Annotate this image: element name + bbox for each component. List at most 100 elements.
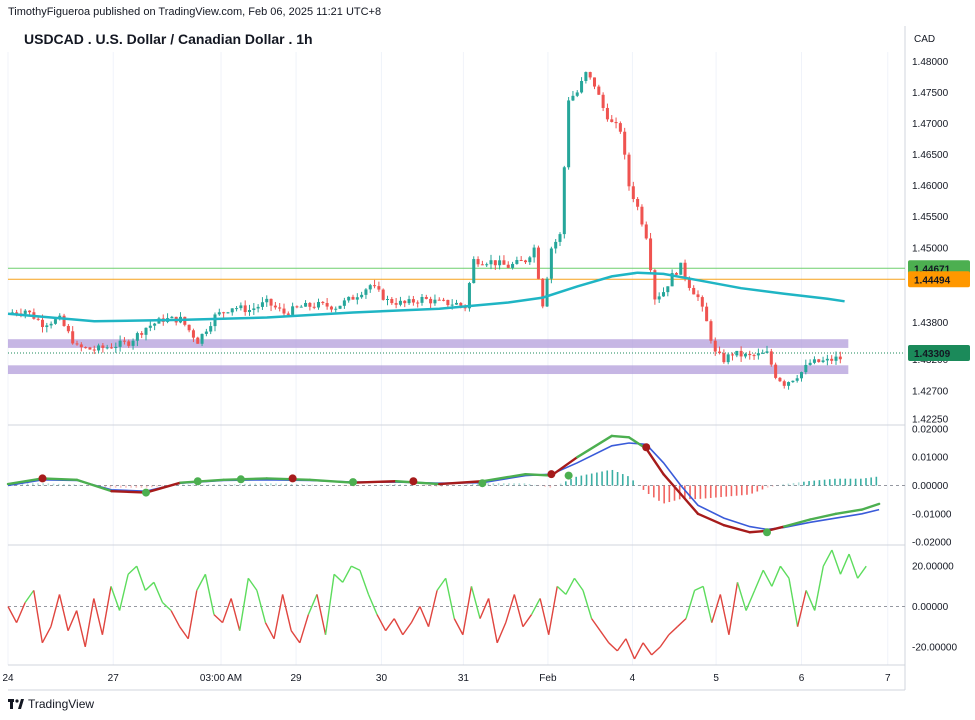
wavetrend-histogram-bar [642,485,645,490]
candle-body [148,325,152,328]
wavetrend-histogram-bar [114,485,117,488]
candle-body [627,154,631,187]
momentum-line-segment [75,610,86,648]
wavetrend-cross-dot [763,528,771,537]
candle-body [541,278,545,307]
candle-body [743,353,747,357]
candle-body [532,247,536,258]
wavetrend-line-segment [308,478,355,484]
time-tick-label: 03:00 AM [200,673,242,684]
wavetrend-histogram-bar [145,485,148,488]
momentum-line-segment [445,578,455,619]
candle-body [364,289,368,295]
wavetrend-histogram-bar [316,484,319,486]
momentum-line-segment [496,622,507,644]
candle-body [222,312,226,314]
candle-body [385,298,390,300]
wavetrend-line-segment [645,447,665,476]
candle-body [631,186,635,199]
wavetrend-histogram-bar [78,484,81,486]
momentum-line-segment [719,594,730,635]
wavetrend-histogram-bar [606,470,609,486]
candle-body [282,308,286,314]
candle-body [407,299,411,304]
wavetrend-cross-dot [547,470,556,479]
momentum-line-segment [479,598,490,619]
wavetrend-histogram-bar [875,476,878,486]
wavetrend-histogram-bar [461,484,464,486]
wavetrend-histogram-bar [471,484,474,486]
time-tick-label: Feb [539,673,557,684]
momentum-line-segment [153,582,164,603]
candle-body [536,247,540,279]
wavetrend-histogram-bar [658,485,660,501]
price-tick-label: 1.42250 [912,414,949,425]
wavetrend-line-segment [722,523,751,534]
candle-body [670,273,674,287]
momentum-line-segment [136,565,146,591]
candle-body [799,372,804,379]
candle-body [286,313,290,315]
momentum-line-segment [711,594,722,623]
wavetrend-cross-dot [288,474,297,483]
wavetrend-histogram-bar [611,469,614,486]
wavetrend-histogram-bar [399,484,402,486]
candle-body [666,286,670,293]
wavetrend-histogram-bar [621,474,624,486]
candle-body [795,378,799,381]
wavetrend-histogram-bar [404,484,407,486]
candle-body [454,302,459,305]
candle-body [209,326,213,332]
candle-body [636,198,640,207]
candle-body [420,296,424,303]
momentum-line-segment [144,581,155,591]
momentum-line-segment [857,565,867,579]
wavetrend-line-segment [6,477,44,486]
candle-body [838,356,842,360]
price-tick-label: 1.46000 [912,181,949,192]
momentum-line-segment [591,618,601,632]
wavetrend-line-segment [222,477,268,482]
candle-body [791,380,795,383]
momentum-line-segment [685,590,696,619]
candle-body [830,358,834,361]
wavetrend-histogram-bar [803,481,805,486]
momentum-line-segment [702,586,713,623]
time-tick-label: 5 [713,673,719,684]
candle-body [355,297,359,300]
wavetrend-histogram-bar [565,481,567,486]
wavetrend-histogram-bar [192,484,195,486]
currency-label: CAD [914,34,935,45]
candle-body [226,312,230,314]
wavetrend-histogram-bar [668,485,671,503]
wavetrend-histogram-bar [787,483,790,486]
wavetrend-histogram-bar [109,485,112,488]
momentum-line-segment [50,594,61,627]
candle-body [674,273,678,275]
wavetrend-line-segment [438,480,484,486]
wavetrend-histogram-bar [233,484,236,486]
wavetrend-histogram-bar [295,484,298,486]
price-tick-label: 1.45000 [912,243,949,254]
wavetrend-histogram-bar [673,485,676,501]
momentum-line-segment [239,578,249,631]
candle-body [679,262,683,275]
candle-body [200,333,204,344]
wavetrend-cross-dot [142,488,150,497]
wavetrend-histogram-bar [792,482,795,486]
momentum-line-segment [462,586,473,635]
candle-body [118,340,122,347]
candle-body [23,310,27,314]
wavetrend-histogram-bar [694,485,697,500]
candle-body [49,323,53,326]
candle-body [476,259,480,265]
momentum-line-segment [436,577,447,591]
wavetrend-line-segment [576,434,613,459]
wavetrend-histogram-bar [544,485,546,487]
wavetrend-histogram-bar [264,483,267,486]
candle-body [653,270,657,300]
wavetrend-line-segment [524,472,553,477]
momentum-line-segment [127,565,138,575]
momentum-line-segment [625,638,636,660]
